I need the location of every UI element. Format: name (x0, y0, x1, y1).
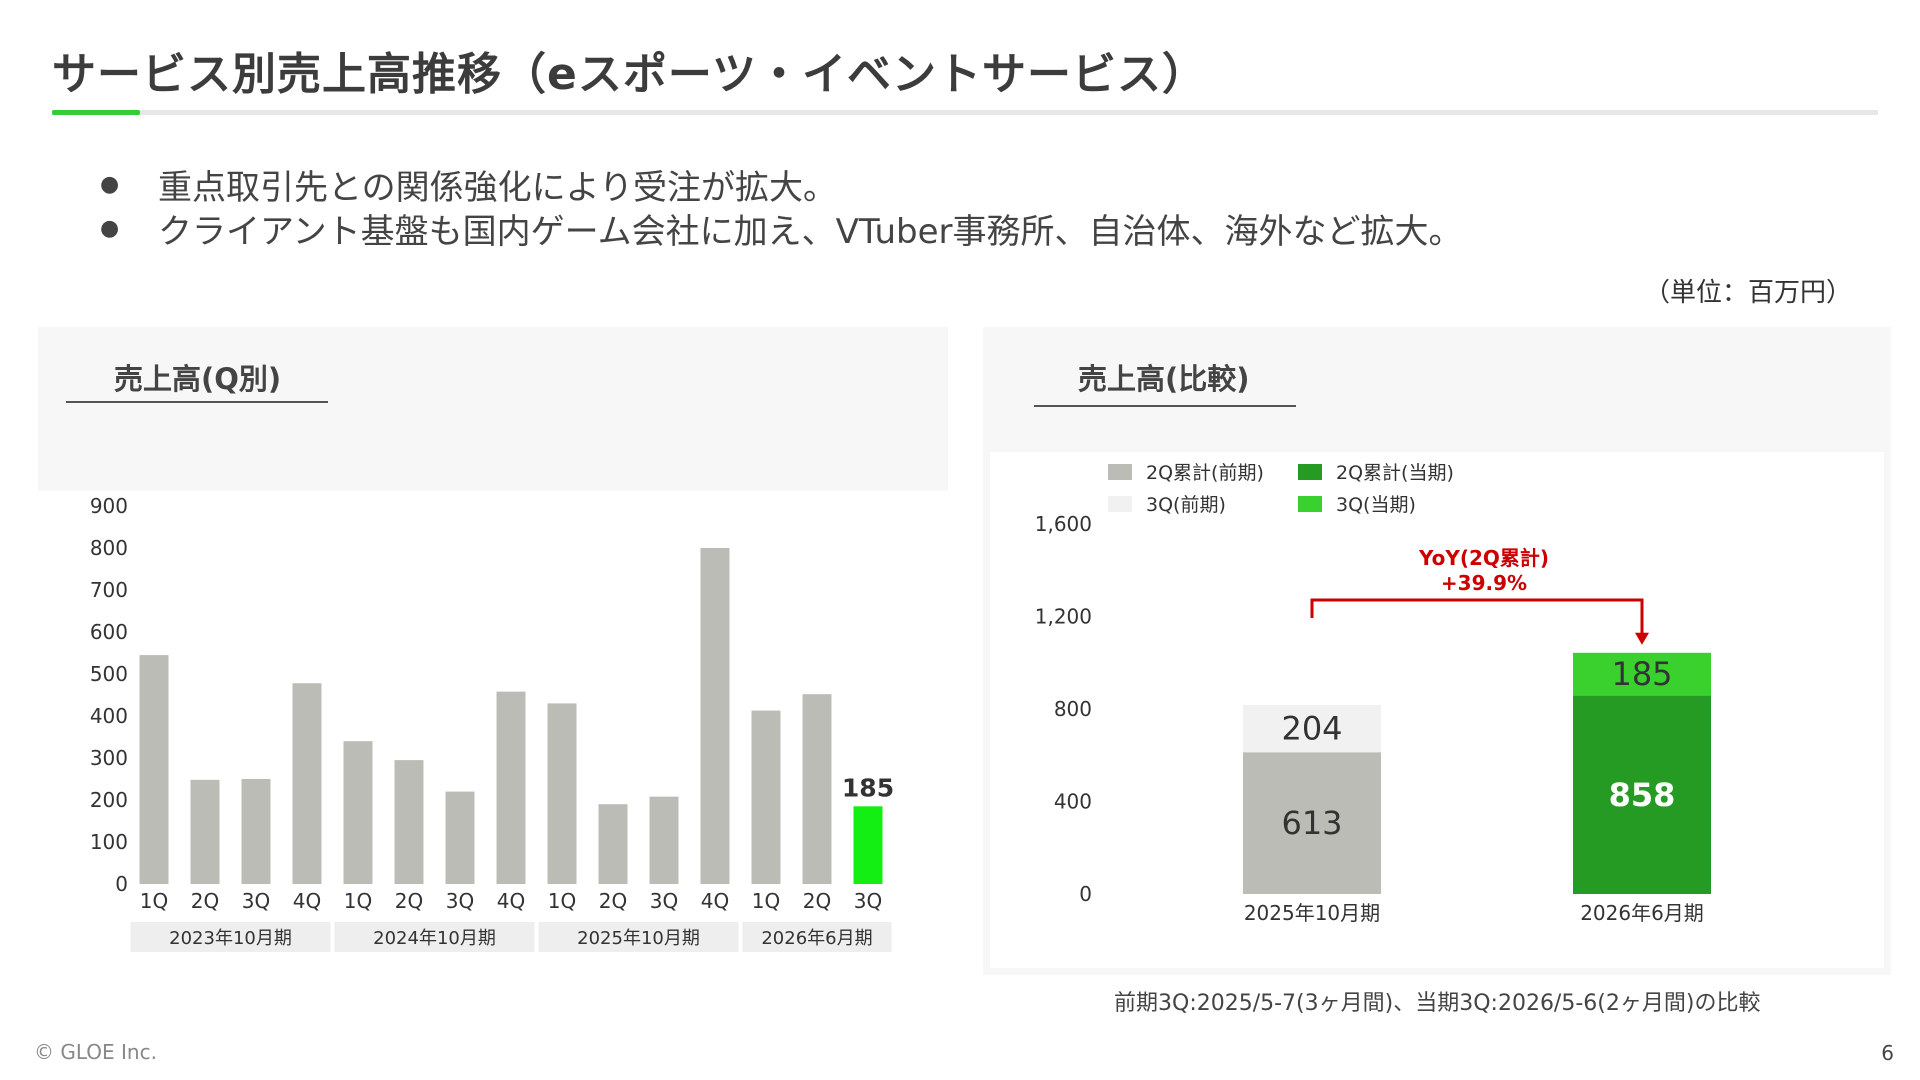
comparison-chart-title: 売上高(比較) (1078, 362, 1250, 396)
unit-note: （単位：百万円） (1643, 278, 1852, 308)
comparison-chart-plot-area (990, 452, 1884, 968)
stack-segment-3q-curr (1573, 652, 1711, 696)
y-tick-label: 200 (90, 788, 128, 812)
x-tick-label: 3Q (650, 889, 678, 913)
x-tick-label: 1Q (548, 889, 576, 913)
stack-segment-3q-prev (1243, 705, 1381, 753)
bar (598, 804, 628, 884)
year-group-band (742, 922, 892, 952)
x-tick-label: 1Q (140, 889, 168, 913)
bar (139, 655, 169, 884)
stack-segment-2q-curr (1573, 695, 1711, 894)
year-group-band (538, 922, 739, 952)
year-group-band (130, 922, 331, 952)
yoy-value: +39.9% (1441, 571, 1527, 595)
quarterly-sales-chart: 0 100 200 300 400 500 600 700 800 900 1Q 2Q 3Q 4Q 1Q 2Q… (90, 494, 894, 952)
bar (547, 703, 577, 884)
x-tick-label: 2026年6月期 (1580, 901, 1704, 925)
bullet-text: 重点取引先との関係強化により受注が拡大。 (158, 167, 837, 208)
x-tick-label: 3Q (446, 889, 474, 913)
legend-swatch (1108, 496, 1132, 512)
year-group-label: 2023年10月期 (169, 928, 292, 949)
x-tick-label: 3Q (242, 889, 270, 913)
y-tick-label: 800 (90, 536, 128, 560)
x-tick-label: 2025年10月期 (1244, 901, 1380, 925)
y-tick-label: 600 (90, 620, 128, 644)
bar (751, 710, 781, 884)
quarterly-chart-title-rule (66, 401, 328, 403)
year-group-label: 2024年10月期 (373, 928, 496, 949)
bullet-dot: ● (100, 215, 120, 241)
legend-label: 2Q累計(当期) (1336, 462, 1454, 484)
x-tick-label: 4Q (701, 889, 729, 913)
bullet-item: ● クライアント基盤も国内ゲーム会社に加え、VTuber事務所、自治体、海外など… (100, 206, 1463, 252)
bar (496, 691, 526, 884)
x-tick-label: 4Q (293, 889, 321, 913)
copyright: © GLOE Inc. (34, 1040, 157, 1064)
bar (649, 796, 679, 884)
bullet-text: クライアント基盤も国内ゲーム会社に加え、VTuber事務所、自治体、海外など拡大… (158, 211, 1463, 252)
y-tick-label: 1,200 (1035, 605, 1092, 629)
year-group-label: 2026年6月期 (761, 928, 872, 949)
x-tick-label: 2Q (803, 889, 831, 913)
highlight-data-label: 185 (842, 773, 894, 802)
stack-segment-2q-prev (1243, 752, 1381, 894)
yoy-label: YoY(2Q累計) (1418, 546, 1549, 570)
y-tick-label: 900 (90, 494, 128, 518)
x-tick-label: 1Q (344, 889, 372, 913)
highlight-bar (853, 806, 883, 884)
y-tick-label: 0 (115, 872, 128, 896)
x-tick-label: 4Q (497, 889, 525, 913)
data-label: 185 (1611, 655, 1672, 693)
y-tick-label: 800 (1054, 697, 1092, 721)
legend-swatch (1298, 496, 1322, 512)
x-tick-label: 1Q (752, 889, 780, 913)
y-tick-label: 700 (90, 578, 128, 602)
y-tick-label: 300 (90, 746, 128, 770)
title-underline (52, 110, 1878, 115)
data-label: 613 (1281, 804, 1342, 842)
bar (394, 760, 424, 884)
bar (700, 548, 730, 884)
x-tick-label: 2Q (395, 889, 423, 913)
data-label: 204 (1281, 710, 1342, 748)
comparison-chart-title-rule (1034, 405, 1296, 407)
quarterly-chart-header-panel (38, 327, 948, 491)
comparison-sales-chart: 2Q累計(前期) 2Q累計(当期) 3Q(前期) 3Q(当期) 0 400 800 1,200… (1035, 462, 1711, 925)
bar (445, 791, 475, 884)
legend-swatch (1298, 464, 1322, 480)
bar (292, 683, 322, 884)
y-tick-label: 0 (1079, 882, 1092, 906)
y-tick-label: 100 (90, 830, 128, 854)
page-number: 6 (1881, 1041, 1894, 1065)
y-tick-label: 400 (90, 704, 128, 728)
bullet-item: ● 重点取引先との関係強化により受注が拡大。 (100, 162, 1463, 208)
x-tick-label: 2Q (599, 889, 627, 913)
bar (802, 694, 832, 884)
legend-label: 2Q累計(前期) (1146, 462, 1264, 484)
quarterly-chart-title: 売上高(Q別) (114, 362, 282, 396)
legend-label: 3Q(当期) (1336, 494, 1416, 516)
yoy-arrowhead (1635, 632, 1649, 645)
bullet-dot: ● (100, 171, 120, 197)
bar (343, 741, 373, 884)
y-tick-label: 1,600 (1035, 512, 1092, 536)
year-group-label: 2025年10月期 (577, 928, 700, 949)
y-tick-label: 400 (1054, 790, 1092, 814)
y-tick-label: 500 (90, 662, 128, 686)
year-group-band (334, 922, 535, 952)
bar (190, 779, 220, 884)
legend-label: 3Q(前期) (1146, 494, 1226, 516)
page-title: サービス別売上高推移（eスポーツ・イベントサービス） (52, 49, 1207, 100)
yoy-bracket (1310, 598, 1644, 635)
legend-swatch (1108, 464, 1132, 480)
x-tick-label: 2Q (191, 889, 219, 913)
bullet-list: ● 重点取引先との関係強化により受注が拡大。 ● クライアント基盤も国内ゲーム会… (100, 162, 1463, 252)
data-label: 858 (1609, 776, 1676, 814)
bar (241, 779, 271, 884)
title-accent-bar (52, 110, 140, 115)
x-tick-label: 3Q (854, 889, 882, 913)
footnote: 前期3Q:2025/5-7(3ヶ月間)、当期3Q:2026/5-6(2ヶ月間)の… (1114, 991, 1761, 1016)
